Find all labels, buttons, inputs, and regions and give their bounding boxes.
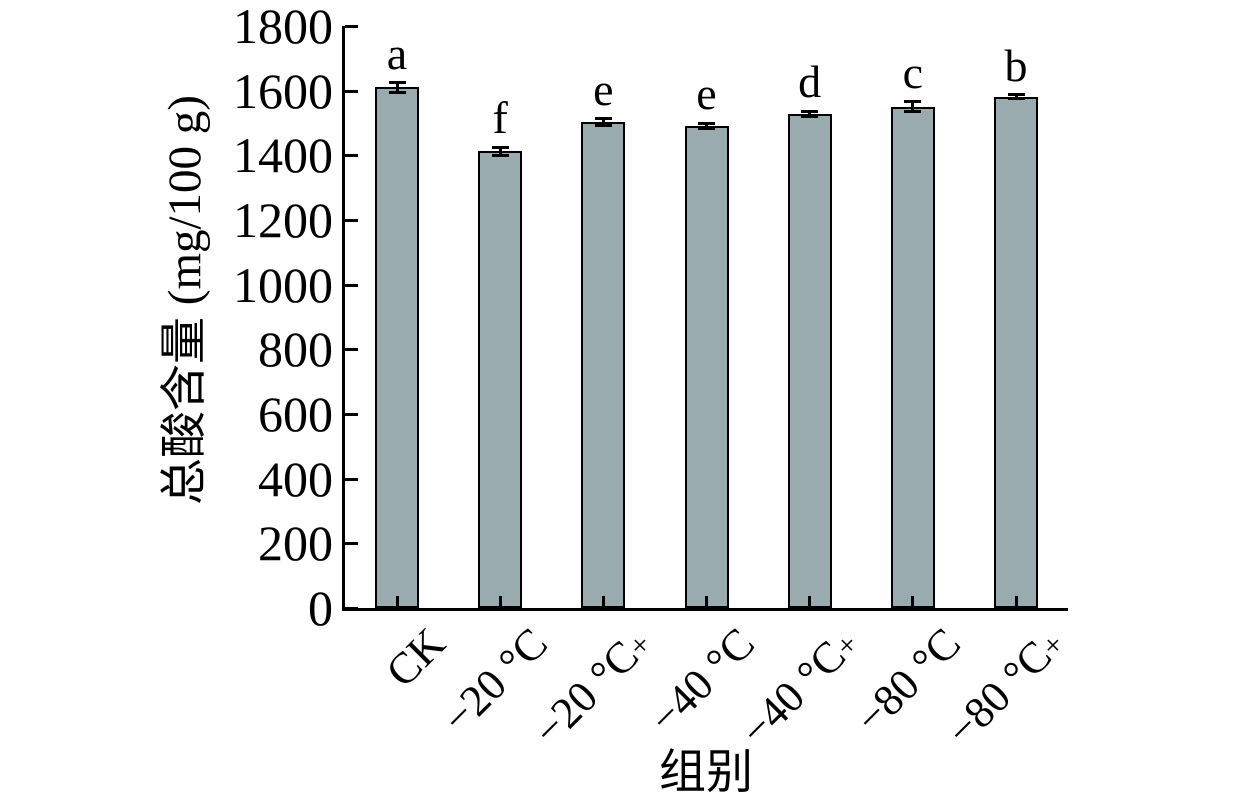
y-tick-label: 800 <box>258 321 333 378</box>
y-tick-label: 200 <box>258 515 333 572</box>
error-bar-cap-bottom <box>388 90 406 94</box>
x-tick <box>498 596 502 609</box>
bar <box>478 151 523 608</box>
error-bar-cap-top <box>904 100 922 104</box>
significance-letter: b <box>1004 39 1028 91</box>
x-axis-title: 组别 <box>659 747 753 799</box>
y-tick-label: 0 <box>308 580 333 636</box>
x-axis-line <box>342 608 1068 611</box>
significance-letter: a <box>386 27 408 79</box>
y-tick-label: 1400 <box>233 127 333 184</box>
bar <box>581 122 626 608</box>
x-tick-label: −80 °C+ <box>936 627 1072 756</box>
y-tick-label: 1600 <box>233 62 333 119</box>
error-bar <box>808 111 812 117</box>
error-bar <box>1014 94 1018 99</box>
error-bar-cap-top <box>491 145 509 149</box>
superscript-plus: + <box>828 627 865 664</box>
error-bar-cap-top <box>1007 93 1025 97</box>
x-tick <box>808 596 812 609</box>
x-tick <box>911 596 915 609</box>
error-bar <box>911 101 915 112</box>
y-tick <box>345 348 358 352</box>
bar <box>787 113 832 608</box>
significance-letter: d <box>798 56 822 108</box>
superscript-plus: + <box>1034 627 1072 664</box>
significance-letter: e <box>593 63 614 115</box>
y-tick <box>345 25 358 28</box>
x-tick <box>395 596 399 609</box>
y-tick-label: 400 <box>258 450 333 507</box>
error-bar-cap-bottom <box>904 110 922 114</box>
significance-letter: f <box>492 92 508 144</box>
y-axis-title: 总酸含量 (mg/100 g) <box>159 95 211 505</box>
significance-letter: e <box>696 68 717 119</box>
bar <box>375 87 419 608</box>
error-bar-cap-bottom <box>1007 97 1025 101</box>
error-bar <box>601 118 605 126</box>
bar <box>684 125 729 608</box>
x-tick <box>705 596 708 609</box>
error-bar <box>395 82 399 93</box>
y-tick <box>345 219 358 222</box>
y-axis-line <box>342 26 345 611</box>
y-tick <box>345 154 358 158</box>
bar <box>890 106 935 608</box>
error-bar-cap-bottom <box>491 153 509 157</box>
y-tick-label: 1200 <box>233 192 333 248</box>
error-bar-cap-top <box>594 117 612 121</box>
error-bar-cap-bottom <box>594 123 612 127</box>
y-tick <box>345 413 358 416</box>
error-bar-cap-top <box>698 121 715 125</box>
y-tick <box>345 542 358 546</box>
y-tick-label: 1800 <box>233 0 333 54</box>
y-tick <box>345 283 358 287</box>
y-tick-label: 1000 <box>233 256 333 313</box>
x-tick <box>601 596 605 609</box>
error-bar-cap-bottom <box>698 127 715 131</box>
y-tick <box>345 89 358 93</box>
error-bar-cap-bottom <box>801 115 819 119</box>
y-tick <box>345 607 358 610</box>
significance-letter: c <box>902 46 924 98</box>
superscript-plus: + <box>622 627 659 664</box>
x-tick <box>1014 596 1018 609</box>
error-bar <box>498 147 502 155</box>
bar <box>994 96 1038 608</box>
y-tick-label: 600 <box>258 386 333 442</box>
x-tick-label: −20 °C+ <box>524 627 659 756</box>
error-bar <box>705 123 708 129</box>
y-tick <box>345 477 358 481</box>
x-tick-label: CK <box>376 618 455 697</box>
error-bar-cap-top <box>801 109 819 113</box>
error-bar-cap-top <box>388 81 406 85</box>
